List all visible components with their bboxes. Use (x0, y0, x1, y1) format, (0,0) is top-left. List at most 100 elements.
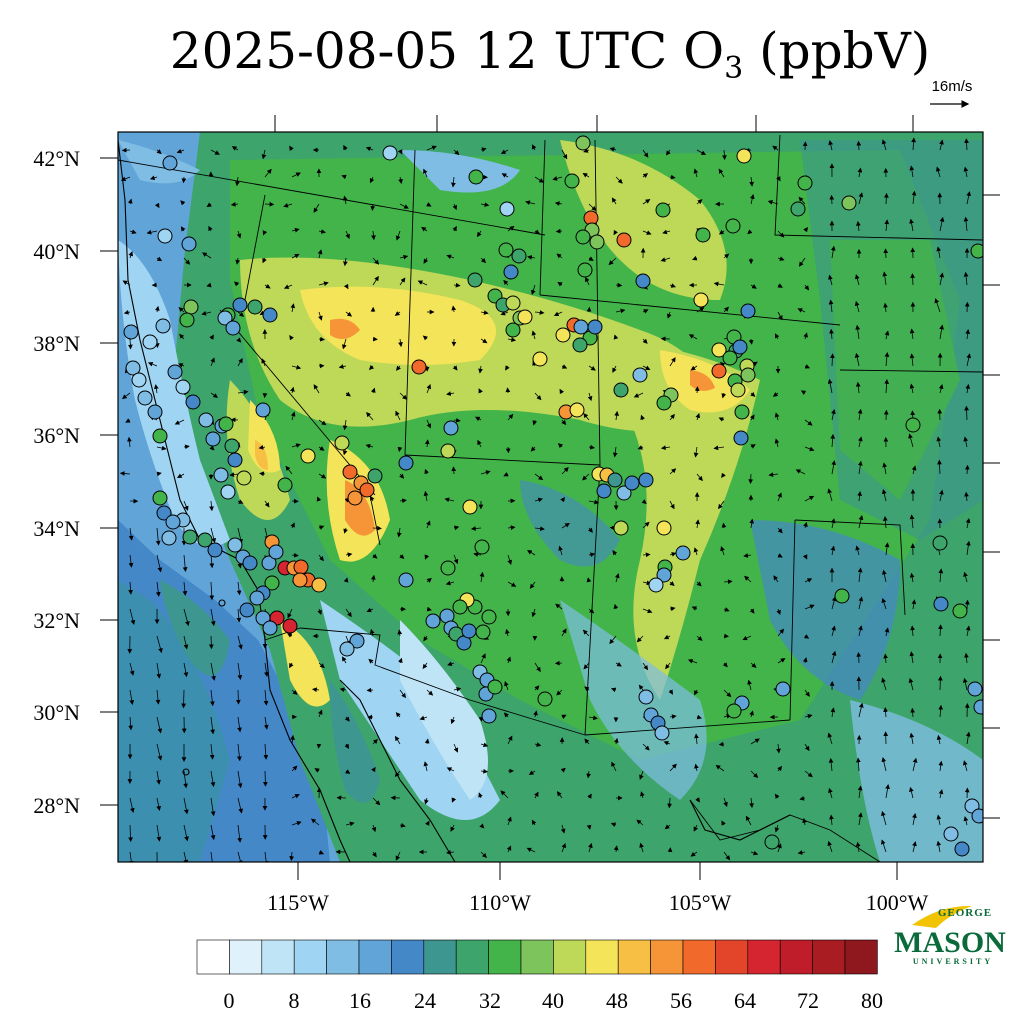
wind-arrow (723, 253, 730, 259)
wind-arrow (561, 842, 567, 853)
state-boundaries (118, 134, 983, 862)
wind-arrow (642, 199, 651, 205)
wind-arrow (744, 575, 752, 583)
wind-arrow (318, 311, 323, 321)
wind-arrow (235, 689, 241, 705)
wind-arrow (613, 845, 619, 853)
wind-arrow (480, 338, 488, 344)
station-marker (205, 431, 221, 447)
wind-arrow (531, 819, 537, 826)
wind-arrow (451, 466, 457, 475)
station-marker (587, 319, 603, 335)
wind-arrow (258, 444, 266, 450)
wind-arrow (669, 413, 675, 421)
wind-arrow (642, 521, 650, 529)
colorbar-swatch (650, 939, 684, 975)
wind-arrow (291, 794, 300, 799)
wind-arrow (505, 446, 511, 454)
wind-arrow (289, 662, 294, 669)
wind-arrow (936, 436, 942, 448)
wind-arrow (669, 606, 676, 612)
wind-arrow (534, 685, 540, 691)
wind-arrow (936, 734, 942, 745)
wind-arrow (447, 661, 455, 667)
wind-arrow (317, 709, 323, 718)
station-marker (359, 482, 375, 498)
station-marker (775, 681, 791, 697)
wind-arrow (259, 471, 266, 477)
wind-arrow (450, 716, 456, 725)
wind-arrow (588, 527, 593, 533)
wind-arrow (291, 227, 300, 233)
wind-arrow (417, 280, 428, 286)
wind-arrow (804, 284, 810, 291)
wind-arrow (749, 194, 755, 205)
station-marker (334, 435, 350, 451)
station-marker (398, 455, 414, 471)
station-marker (733, 430, 749, 446)
wind-arrow (777, 492, 782, 502)
wind-arrow (857, 167, 863, 178)
wind-arrow (210, 770, 216, 788)
wind-arrow (365, 146, 374, 152)
wind-arrow (500, 310, 509, 316)
wind-arrow (613, 229, 619, 236)
colorbar-swatch (812, 939, 846, 975)
wind-arrow (500, 790, 509, 799)
wind-arrow (638, 684, 644, 691)
station-marker (161, 530, 177, 546)
station-marker (656, 567, 672, 583)
wind-arrow (881, 810, 887, 826)
wind-arrow (962, 760, 968, 772)
wind-arrow (424, 468, 429, 475)
wind-arrow (156, 797, 162, 811)
wind-arrow (964, 491, 969, 502)
wind-arrow (263, 743, 269, 760)
station-marker (468, 169, 484, 185)
station-marker (711, 342, 727, 358)
wind-arrow (425, 820, 430, 826)
wind-arrow (587, 793, 592, 799)
wind-arrow (237, 311, 245, 317)
wind-arrow (371, 766, 376, 773)
wind-arrow (128, 851, 134, 862)
wind-arrow (534, 497, 543, 503)
wind-arrow (397, 629, 403, 637)
wind-arrow (480, 310, 489, 315)
wind-arrow (665, 662, 671, 670)
colorbar-swatch (455, 939, 489, 975)
wind-arrow (642, 365, 651, 370)
wind-arrow (695, 797, 700, 803)
wind-arrow (831, 460, 837, 475)
station-marker (262, 620, 278, 636)
wind-arrow (582, 629, 590, 637)
lat-label-32n: 32°N (33, 608, 80, 633)
wind-arrow (857, 436, 863, 448)
wind-arrow (615, 282, 623, 288)
wind-arrow (802, 554, 808, 560)
wind-arrow (829, 814, 834, 826)
wind-arrow (345, 391, 351, 397)
wind-arrow (343, 527, 348, 534)
station-marker (555, 327, 571, 343)
station-marker (933, 596, 949, 612)
wind-arrow (560, 496, 565, 503)
wind-arrow (881, 489, 887, 502)
wind-arrow (693, 824, 699, 832)
wind-arrow (558, 545, 563, 556)
wind-arrow (316, 496, 322, 502)
wind-arrow (909, 353, 915, 367)
wind-arrow (156, 743, 163, 761)
wind-arrow (313, 203, 320, 213)
wind-arrow (507, 413, 514, 421)
lon-label-105w: 105°W (669, 890, 732, 915)
wind-arrow (745, 815, 752, 826)
wind-arrow (290, 303, 296, 313)
station-marker (213, 467, 229, 483)
wind-arrow (696, 635, 703, 641)
wind-arrow (881, 139, 887, 151)
wind-arrow (718, 229, 725, 235)
wind-arrow (713, 281, 725, 287)
wind-arrow (177, 363, 185, 368)
wind-arrow (588, 256, 594, 261)
